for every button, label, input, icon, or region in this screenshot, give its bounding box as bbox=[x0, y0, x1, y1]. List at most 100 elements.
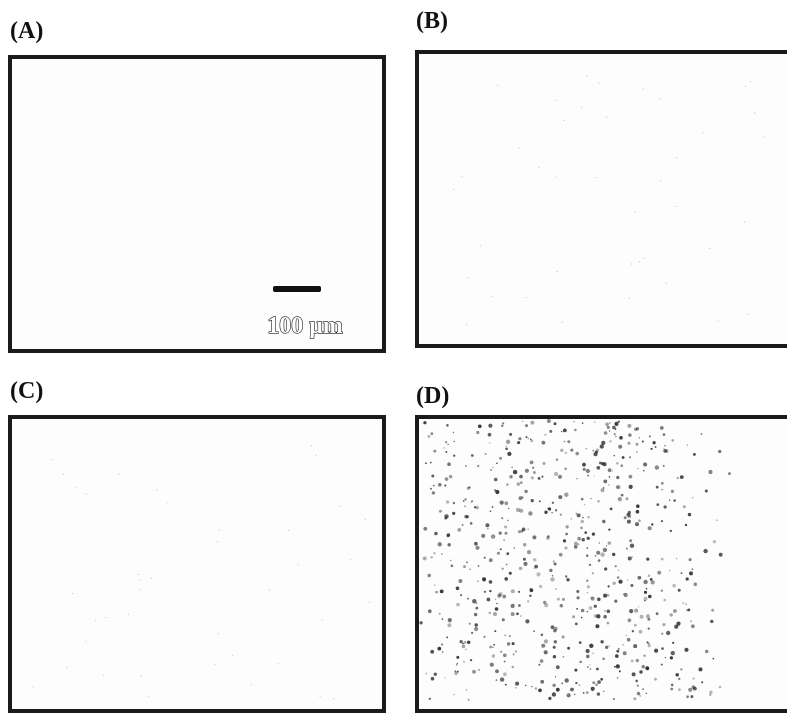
speckle bbox=[494, 630, 496, 632]
speckle bbox=[713, 540, 716, 543]
speckle bbox=[629, 539, 632, 542]
speckle bbox=[587, 611, 589, 613]
speckle bbox=[453, 502, 455, 504]
speckle bbox=[682, 602, 684, 604]
speckle bbox=[639, 670, 642, 673]
speckle bbox=[519, 475, 523, 479]
speckle bbox=[496, 603, 497, 604]
speckle bbox=[456, 656, 459, 659]
speckle bbox=[702, 132, 703, 133]
speckle bbox=[699, 667, 703, 671]
speckle bbox=[594, 421, 596, 423]
speckle bbox=[608, 541, 611, 544]
speckle bbox=[665, 657, 666, 658]
speckle bbox=[530, 588, 534, 592]
speckle bbox=[595, 555, 597, 557]
speckle bbox=[444, 677, 445, 678]
speckle bbox=[764, 137, 765, 138]
speckle bbox=[103, 675, 104, 676]
speckle bbox=[138, 574, 139, 575]
speckle bbox=[552, 692, 556, 696]
speckle bbox=[547, 535, 549, 537]
speckle bbox=[629, 298, 630, 299]
speckle bbox=[489, 558, 493, 562]
speckle bbox=[508, 508, 509, 509]
speckle bbox=[614, 600, 617, 603]
speckle bbox=[501, 517, 503, 519]
speckle bbox=[484, 591, 486, 593]
speckle bbox=[554, 563, 557, 566]
speckle bbox=[636, 504, 640, 508]
speckle bbox=[524, 490, 527, 493]
speckle bbox=[466, 689, 467, 690]
speckle bbox=[586, 691, 589, 694]
speckle bbox=[505, 684, 507, 686]
speckle bbox=[663, 599, 666, 602]
speckle bbox=[606, 117, 607, 118]
speckle bbox=[492, 654, 495, 657]
speckle bbox=[705, 490, 708, 493]
speckle bbox=[468, 486, 470, 488]
speckle bbox=[495, 490, 499, 494]
speckle bbox=[533, 568, 535, 570]
speckle bbox=[463, 500, 465, 502]
speckle bbox=[140, 580, 141, 581]
speckle bbox=[613, 698, 615, 700]
speckle bbox=[632, 630, 634, 632]
speckle bbox=[597, 466, 601, 470]
speckle bbox=[502, 568, 504, 570]
speckle bbox=[616, 476, 619, 479]
speckle bbox=[600, 552, 604, 556]
speckle bbox=[497, 85, 498, 86]
speckle bbox=[557, 271, 558, 272]
speckle bbox=[558, 475, 562, 479]
speckle bbox=[513, 653, 515, 655]
speckle bbox=[621, 494, 624, 497]
speckle bbox=[589, 664, 590, 665]
speckle bbox=[575, 682, 577, 684]
speckle bbox=[513, 604, 514, 605]
speckle bbox=[716, 520, 717, 521]
speckle bbox=[643, 88, 644, 89]
speckle bbox=[540, 680, 544, 684]
speckle bbox=[573, 421, 575, 423]
speckle bbox=[512, 666, 514, 668]
speckle bbox=[587, 666, 589, 668]
speckle bbox=[468, 699, 470, 701]
speckle bbox=[492, 467, 493, 468]
speckle bbox=[664, 445, 665, 446]
speckle bbox=[446, 452, 448, 454]
speckle bbox=[650, 578, 653, 581]
panel-label: (C) bbox=[10, 378, 43, 404]
speckle bbox=[531, 686, 532, 687]
speckle bbox=[582, 422, 584, 424]
speckle bbox=[167, 503, 168, 504]
speckle bbox=[518, 147, 519, 148]
speckle bbox=[642, 688, 644, 690]
speckle bbox=[586, 649, 590, 653]
speckle bbox=[586, 580, 588, 582]
speckle bbox=[608, 468, 612, 472]
speckle bbox=[454, 670, 456, 672]
speckle bbox=[609, 430, 610, 431]
speckle bbox=[660, 180, 661, 181]
speckle bbox=[671, 439, 674, 442]
speckle bbox=[469, 569, 470, 570]
speckle bbox=[615, 654, 619, 658]
speckle bbox=[560, 604, 563, 607]
speckle bbox=[462, 643, 464, 645]
speckle bbox=[678, 589, 681, 592]
speckle bbox=[515, 687, 517, 689]
speckle bbox=[519, 567, 523, 571]
speckle bbox=[525, 469, 529, 473]
speckle bbox=[118, 473, 119, 474]
speckle bbox=[465, 465, 466, 466]
speckle bbox=[428, 435, 431, 438]
speckle bbox=[606, 545, 607, 546]
speckle bbox=[509, 635, 511, 637]
speckle bbox=[465, 648, 467, 650]
speckle bbox=[475, 546, 479, 550]
scale-bar bbox=[272, 285, 322, 293]
speckle bbox=[582, 463, 586, 467]
speckle bbox=[432, 491, 435, 494]
